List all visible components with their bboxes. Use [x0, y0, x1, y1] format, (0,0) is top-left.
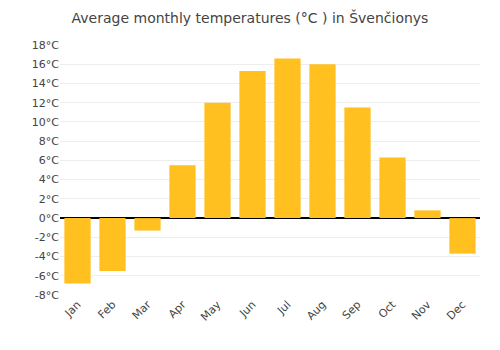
svg-text:12°C: 12°C: [32, 97, 59, 110]
svg-text:14°C: 14°C: [32, 77, 59, 90]
svg-text:2°C: 2°C: [39, 193, 59, 206]
svg-text:Apr: Apr: [166, 298, 189, 321]
svg-text:18°C: 18°C: [32, 39, 59, 52]
svg-text:Oct: Oct: [376, 298, 399, 321]
svg-text:4°C: 4°C: [39, 173, 59, 186]
svg-text:Mar: Mar: [130, 298, 154, 322]
svg-text:Jul: Jul: [274, 298, 293, 317]
svg-text:0°C: 0°C: [39, 212, 59, 225]
svg-text:6°C: 6°C: [39, 154, 59, 167]
svg-text:May: May: [198, 298, 224, 324]
svg-text:Jun: Jun: [236, 298, 258, 320]
svg-text:Feb: Feb: [96, 298, 119, 321]
svg-text:-2°C: -2°C: [35, 231, 59, 244]
svg-text:Dec: Dec: [444, 298, 468, 322]
svg-text:Jan: Jan: [62, 298, 84, 320]
svg-text:-4°C: -4°C: [35, 250, 59, 263]
svg-text:-6°C: -6°C: [35, 270, 59, 283]
svg-text:10°C: 10°C: [32, 116, 59, 129]
svg-text:-8°C: -8°C: [35, 289, 59, 302]
svg-text:Average monthly temperatures (: Average monthly temperatures (°C ) in Šv…: [72, 9, 429, 26]
svg-text:Sep: Sep: [340, 298, 364, 322]
svg-text:Aug: Aug: [304, 298, 328, 322]
svg-text:16°C: 16°C: [32, 58, 59, 71]
svg-text:8°C: 8°C: [39, 135, 59, 148]
svg-text:Nov: Nov: [409, 298, 434, 323]
